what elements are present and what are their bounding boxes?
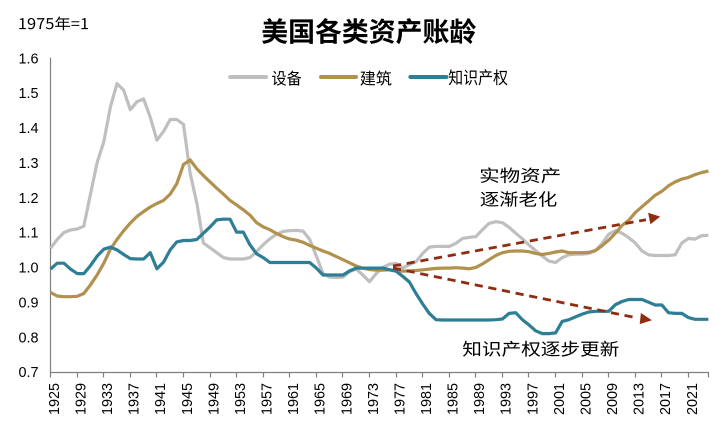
- svg-text:1.1: 1.1: [18, 226, 38, 242]
- svg-text:1949: 1949: [206, 383, 222, 415]
- svg-text:1.6: 1.6: [18, 51, 38, 67]
- svg-text:1993: 1993: [499, 383, 515, 415]
- svg-text:1989: 1989: [472, 383, 488, 415]
- svg-text:1929: 1929: [74, 383, 90, 415]
- svg-text:1945: 1945: [180, 383, 196, 415]
- svg-text:2001: 2001: [552, 383, 568, 415]
- svg-text:2017: 2017: [658, 383, 674, 415]
- svg-text:1933: 1933: [100, 383, 116, 415]
- svg-text:1.2: 1.2: [18, 191, 38, 207]
- svg-text:1937: 1937: [127, 383, 143, 415]
- svg-text:1997: 1997: [525, 383, 541, 415]
- svg-text:1977: 1977: [392, 383, 408, 415]
- svg-text:1.0: 1.0: [18, 261, 38, 277]
- svg-text:2009: 2009: [605, 383, 621, 415]
- svg-text:1.4: 1.4: [18, 121, 38, 137]
- svg-text:2021: 2021: [685, 383, 701, 415]
- svg-text:1941: 1941: [153, 383, 169, 415]
- svg-text:0.9: 0.9: [18, 295, 38, 311]
- svg-text:1957: 1957: [260, 383, 276, 415]
- svg-text:1973: 1973: [366, 383, 382, 415]
- svg-text:1965: 1965: [313, 383, 329, 415]
- svg-text:2013: 2013: [632, 383, 648, 415]
- svg-text:2005: 2005: [579, 383, 595, 415]
- svg-text:1969: 1969: [339, 383, 355, 415]
- svg-text:0.8: 0.8: [18, 330, 38, 346]
- svg-text:1961: 1961: [286, 383, 302, 415]
- svg-text:1985: 1985: [446, 383, 462, 415]
- svg-text:1981: 1981: [419, 383, 435, 415]
- svg-text:1925: 1925: [47, 383, 63, 415]
- svg-text:1.3: 1.3: [18, 156, 38, 172]
- svg-text:1.5: 1.5: [18, 86, 38, 102]
- svg-text:1953: 1953: [233, 383, 249, 415]
- svg-text:0.7: 0.7: [18, 365, 38, 381]
